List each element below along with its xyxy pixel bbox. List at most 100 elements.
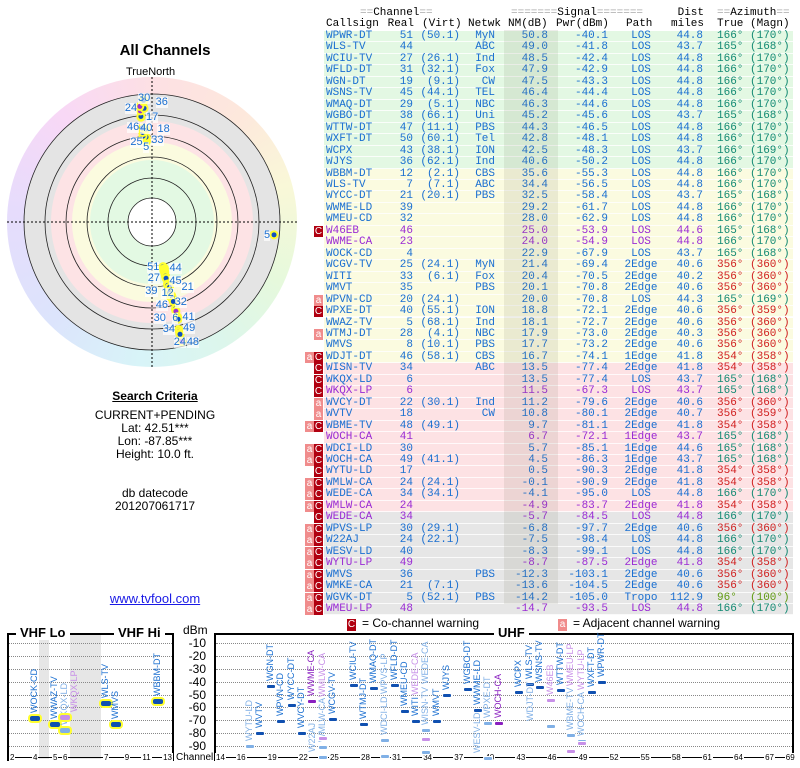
table-row[interactable]: WEDE-CA 34 -5.7 -84.5 LOS 44.8 166° (170°) — [324, 512, 793, 524]
table-row[interactable]: WMEU-LP 48 -14.7 -93.5 LOS 44.8 166° (170°) — [324, 604, 793, 616]
channel-axis-label: Channel — [176, 752, 214, 763]
cell-callsign: WPWR-DT — [326, 30, 373, 42]
dbm-tick-label: -80 — [188, 726, 206, 741]
cell-callsign: WYTU-LD — [326, 465, 373, 478]
table-row[interactable]: WPVN-CD 20 (24.1) 20.0 -70.8 LOS 44.3 165° (169°… — [324, 294, 793, 307]
station-marker-label: WDCI-LD — [378, 696, 389, 735]
table-row[interactable]: WTMJ-DT 28 (4.1) NBC 17.9 -73.0 2Edge 40.3 356° (… — [324, 327, 793, 341]
table-row[interactable]: WCGV-TV 25 (24.1) MyN 21.4 -69.4 2Edge 40.6 356°… — [324, 260, 793, 272]
adjacent-channel-flag-icon: a — [305, 546, 314, 558]
table-row[interactable]: WXFT-DT 50 (60.1) Tel 42.8 -48.1 LOS 44.8 166° (1… — [324, 134, 793, 146]
table-row[interactable]: WVTV 18 CW 10.8 -80.1 2Edge 40.7 356° (359°) — [324, 408, 793, 421]
table-row[interactable]: WOCH-CA 49 (41.1) 4.5 -86.3 1Edge 43.7 165° (168… — [324, 454, 793, 467]
cell-dist: 43.7 — [676, 454, 703, 467]
cell-path: LOS — [631, 224, 651, 237]
cell-netwk: Fox — [475, 270, 495, 283]
table-row[interactable]: WYTU-LD 17 0.5 -90.3 2Edge 41.8 354° (358°) — [324, 465, 793, 478]
cell-path: LOS — [631, 52, 651, 65]
table-row[interactable]: WGN-DT 19 (9.1) CW 47.5 -43.3 LOS 44.8 166° (170°… — [324, 75, 793, 89]
station-marker-label: WTTW-DT — [554, 642, 565, 685]
cell-callsign: WWME-CA — [326, 236, 373, 249]
table-row[interactable]: WOCH-CA 41 6.7 -72.1 1Edge 43.7 165° (168°) — [324, 431, 793, 444]
table-row[interactable]: WKQX-LD 6 13.5 -77.4 LOS 43.7 165° (168°) — [324, 374, 793, 387]
cell-dist: 44.8 — [676, 98, 703, 111]
table-row[interactable]: WTTW-DT 47 (11.1) PBS 44.3 -46.5 LOS 44.8 166° (1… — [324, 122, 793, 135]
cell-pwr: -90.9 — [574, 476, 608, 489]
longitude: Lon: -87.85*** — [117, 434, 193, 448]
table-row[interactable]: WVCY-DT 22 (30.1) Ind 11.2 -79.6 2Edge 40.6 356°… — [324, 397, 793, 410]
tvfool-link[interactable]: www.tvfool.com — [109, 591, 201, 606]
table-row[interactable]: W46EB 46 25.0 -53.9 LOS 44.6 165° (168°) — [324, 224, 793, 238]
table-row[interactable]: WPVS-LP 30 (29.1) -6.8 -97.7 2Edge 40.6 356° (36… — [324, 523, 793, 536]
cell-nm: 48.5 — [521, 52, 548, 65]
channel-tick-label: 6 — [62, 753, 69, 762]
adjacent-channel-flag-icon: a — [305, 500, 314, 512]
co-channel-flag-icon: C — [314, 225, 323, 237]
table-row[interactable]: WCIU-TV 27 (26.1) Ind 48.5 -42.4 LOS 44.8 166° (1… — [324, 52, 793, 66]
cell-real: 48 — [399, 419, 413, 432]
cell-dist: 41.8 — [676, 419, 703, 432]
polar-channel-label: 39 — [145, 285, 158, 298]
cell-nm: 17.7 — [521, 339, 548, 352]
table-row[interactable]: WSNS-TV 45 (44.1) TEL 46.4 -44.4 LOS 44.8 166° (1… — [324, 88, 793, 100]
table-row[interactable]: WJYS 36 (62.1) Ind 40.6 -50.2 LOS 44.8 166° (170°… — [324, 157, 793, 169]
table-row[interactable]: WWME-LD 39 29.2 -61.7 LOS 44.8 166° (170°) — [324, 202, 793, 215]
cell-nm: 17.9 — [521, 327, 548, 340]
table-row[interactable]: WCPX 43 (38.1) ION 42.5 -48.3 LOS 43.7 166° (169°… — [324, 145, 793, 158]
table-row[interactable]: WBBM-DT 12 (2.1) CBS 35.6 -55.3 LOS 44.8 166° (17… — [324, 168, 793, 180]
table-row[interactable]: WYCC-DT 21 (20.1) PBS 32.5 -58.4 LOS 43.7 165° (1… — [324, 191, 793, 203]
adjacent-channel-flag-icon: a — [305, 489, 314, 501]
table-row[interactable]: WITI 33 (6.1) Fox 20.4 -70.5 2Edge 40.2 356° (360… — [324, 270, 793, 284]
table-row[interactable]: WEDE-CA 34 (34.1) -4.1 -95.0 LOS 44.8 166° (170°… — [324, 489, 793, 501]
cell-callsign: WGN-DT — [326, 75, 366, 88]
cell-path: 1Edge — [624, 442, 658, 455]
cell-pwr: -72.1 — [574, 305, 608, 318]
table-row[interactable]: WMVS 36 PBS -12.3 -103.1 2Edge 40.6 356° (360°) — [324, 569, 793, 582]
station-marker-label: WGBO-DT — [461, 640, 472, 684]
table-row[interactable]: WKQX-LP 6 11.5 -67.3 LOS 43.7 165° (168°) — [324, 385, 793, 398]
table-row[interactable]: WESV-LD 40 -8.3 -99.1 LOS 44.8 166° (170°) — [324, 546, 793, 559]
table-row[interactable]: WMLW-CA 24 (24.1) -0.1 -90.9 2Edge 41.8 354° (35… — [324, 476, 793, 490]
table-row[interactable]: WMAQ-DT 29 (5.1) NBC 46.3 -44.6 LOS 44.8 166° (17… — [324, 98, 793, 112]
table-row[interactable]: WMLW-CA 24 -4.9 -83.7 2Edge 41.8 354° (358°) — [324, 499, 793, 513]
table-row[interactable]: WLS-TV 7 (7.1) ABC 34.4 -56.5 LOS 44.8 166° (170°… — [324, 179, 793, 192]
gridline — [216, 694, 792, 696]
cell-dist: 43.7 — [676, 110, 703, 123]
dbm-tick-label: -90 — [188, 739, 206, 753]
cell-pwr: -54.9 — [574, 236, 608, 249]
table-row[interactable]: WLS-TV 44 ABC 49.0 -41.8 LOS 43.7 165° (168°) — [324, 42, 793, 54]
adjacent-channel-flag-icon: a — [305, 535, 314, 547]
cell-nm: 45.2 — [521, 110, 548, 123]
table-row[interactable]: WGBO-DT 38 (66.1) Uni 45.2 -45.6 LOS 43.7 165° (1… — [324, 110, 793, 123]
table-row[interactable]: WMVS 8 (10.1) PBS 17.7 -73.2 2Edge 40.6 356° (360… — [324, 339, 793, 352]
table-row[interactable]: WBME-TV 48 (49.1) 9.7 -81.1 2Edge 41.8 354° (358… — [324, 419, 793, 433]
table-row[interactable]: WMKE-CA 21 (7.1) -13.6 -104.5 2Edge 40.6 356° (3… — [324, 581, 793, 593]
table-row[interactable]: WISN-TV 34 ABC 13.5 -77.4 2Edge 41.8 354° (358°) — [324, 363, 793, 375]
table-row[interactable]: WMVT 35 PBS 20.1 -70.8 2Edge 40.6 356° (360°) — [324, 283, 793, 295]
table-row[interactable]: WWME-CA 23 24.0 -54.9 LOS 44.8 166° (170°) — [324, 236, 793, 249]
cell-dist: 44.8 — [676, 64, 703, 77]
cell-magn: (168°) — [750, 385, 790, 398]
cell-dist: 41.8 — [676, 499, 703, 512]
cell-dist: 40.2 — [676, 270, 703, 283]
cell-netwk: CW — [481, 408, 495, 421]
table-row[interactable]: WGVK-DT 5 (52.1) PBS -14.2 -105.0 Tropo 112.9 96… — [324, 592, 793, 604]
cell-real: 41 — [399, 431, 413, 444]
table-row[interactable]: WDCI-LD 30 5.7 -85.1 1Edge 44.6 165° (168°) — [324, 442, 793, 455]
table-row[interactable]: WFLD-DT 31 (32.1) Fox 47.9 -42.9 LOS 44.8 166° (1… — [324, 64, 793, 77]
polar-channel-label: 51 — [147, 260, 160, 273]
station-marker-label: WCPX — [513, 660, 524, 688]
cell-path: LOS — [631, 75, 651, 88]
table-row[interactable]: WOCK-CD 4 22.9 -67.9 LOS 43.7 165° (168°) — [324, 248, 793, 261]
table-row[interactable]: WMEU-CD 32 28.0 -62.9 LOS 44.8 166° (170°) — [324, 214, 793, 226]
table-row[interactable]: W22AJ 24 (22.1) -7.5 -98.4 LOS 44.8 166° (170°) — [324, 535, 793, 547]
table-row[interactable]: WYTU-LP 49 -8.7 -87.5 2Edge 41.8 354° (358°) — [324, 558, 793, 570]
cell-true: 356° — [717, 327, 744, 340]
cell-pwr: -86.3 — [574, 454, 608, 467]
table-row[interactable]: WDJT-DT 46 (58.1) CBS 16.7 -74.1 1Edge 41.8 354°… — [324, 351, 793, 364]
table-row[interactable]: WPWR-DT 51 (50.1) MyN 50.8 -40.1 LOS 44.8 166° (1… — [324, 30, 793, 43]
table-row[interactable]: WPXE-DT 40 (55.1) ION 18.8 -72.1 2Edge 40.6 356°… — [324, 305, 793, 318]
table-row[interactable]: WWAZ-TV 5 (68.1) Ind 18.1 -72.7 2Edge 40.6 356° (… — [324, 317, 793, 329]
gridline — [9, 720, 172, 722]
station-marker-label: WKQX-LP — [69, 670, 79, 712]
